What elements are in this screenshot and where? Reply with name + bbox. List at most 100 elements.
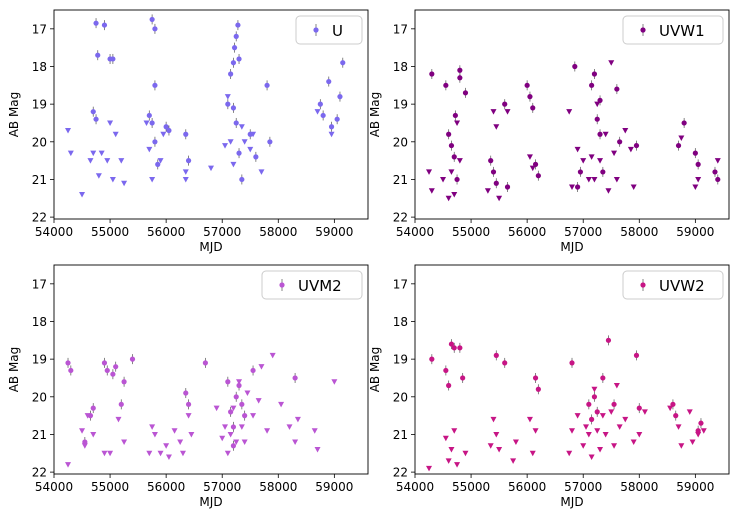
x-tick-label: 55000 [91, 480, 129, 494]
upper-limit-point [585, 176, 592, 183]
detection-point [597, 131, 603, 137]
detection-point [462, 90, 469, 96]
detection-point [65, 360, 71, 366]
upper-limit-point [149, 424, 156, 430]
upper-limit-point [451, 192, 458, 198]
upper-limit-point [605, 188, 612, 194]
detection-point [572, 63, 578, 70]
y-tick-label: 20 [32, 135, 47, 149]
upper-limit-point [591, 386, 598, 393]
y-tick-label: 19 [393, 353, 408, 367]
detection-point [594, 409, 600, 415]
detection-point [575, 184, 581, 190]
detection-point [110, 371, 116, 377]
axes-frame [53, 9, 369, 220]
upper-limit-point [163, 443, 170, 449]
detection-point [225, 379, 231, 385]
x-tick-label: 58000 [620, 225, 658, 239]
upper-limit-point [182, 176, 189, 183]
legend-marker [279, 282, 285, 288]
detection-point [236, 56, 242, 62]
upper-limit-point [160, 131, 167, 138]
y-tick-label: 21 [393, 173, 408, 187]
upper-limit-point [258, 169, 265, 175]
detection-point [163, 124, 169, 130]
upper-limit-point [115, 416, 122, 423]
y-tick-label: 19 [32, 353, 47, 367]
detection-point [429, 71, 435, 77]
legend-box [295, 15, 363, 45]
upper-limit-point [90, 431, 97, 438]
x-tick-label: 57000 [564, 225, 602, 239]
detection-point [185, 401, 192, 407]
y-tick-label: 17 [393, 22, 408, 36]
detection-point [104, 367, 110, 374]
upper-limit-point [588, 454, 595, 461]
x-axis-label: MJD [199, 495, 222, 509]
upper-limit-point [90, 150, 97, 157]
upper-limit-point [678, 135, 685, 142]
upper-limit-point [185, 413, 192, 419]
detection-point [129, 356, 136, 362]
x-tick-label: 54000 [35, 480, 73, 494]
detection-point [228, 409, 234, 415]
upper-limit-point [428, 188, 435, 194]
upper-limit-point [454, 462, 461, 468]
detection-point [448, 142, 455, 149]
y-tick-label: 18 [32, 315, 47, 329]
upper-limit-point [608, 409, 615, 415]
chart-panel-uvw1: 54000 55000 56000 57000 58000 59000 17 18 19 20 21… [368, 9, 730, 254]
detection-point [698, 420, 704, 426]
upper-limit-point [107, 120, 114, 126]
upper-limit-point [487, 443, 494, 449]
detection-point [443, 367, 449, 374]
detection-point [231, 45, 238, 51]
y-tick-label: 22 [32, 466, 47, 480]
upper-limit-point [79, 192, 86, 198]
chart-panel-u: 54000 55000 56000 57000 58000 59000 17 18 19 20 21… [7, 9, 369, 254]
x-tick-label: 58000 [259, 225, 297, 239]
upper-limit-point [101, 450, 108, 457]
upper-limit-point [594, 428, 601, 434]
detection-point [448, 341, 455, 347]
y-tick-label: 18 [32, 60, 47, 74]
upper-limit-point [311, 428, 318, 434]
detection-point [600, 169, 606, 175]
upper-limit-point [493, 124, 500, 130]
detection-point [535, 386, 541, 392]
upper-limit-point [227, 139, 234, 145]
upper-limit-point [622, 128, 629, 134]
upper-limit-point [504, 109, 511, 115]
upper-limit-point [599, 413, 606, 419]
upper-limit-point [510, 458, 517, 464]
upper-limit-point [269, 352, 276, 359]
y-tick-label: 22 [393, 466, 408, 480]
upper-limit-point [87, 158, 94, 164]
detection-point [225, 101, 231, 107]
detection-point [146, 112, 152, 119]
detection-point [611, 401, 617, 407]
axes-frame [414, 9, 730, 220]
y-tick-label: 18 [393, 60, 408, 74]
detection-point [239, 176, 245, 183]
detection-point [236, 382, 242, 389]
upper-limit-point [426, 465, 433, 472]
upper-limit-point [165, 454, 172, 461]
upper-limit-point [689, 439, 696, 445]
detection-point [452, 112, 458, 119]
plot-area [415, 265, 729, 474]
upper-limit-point [566, 450, 573, 457]
upper-limit-point [445, 195, 452, 202]
upper-limit-point [613, 176, 620, 183]
upper-limit-point [597, 158, 604, 164]
detection-point [586, 401, 592, 407]
detection-point [451, 154, 457, 160]
detection-point [235, 22, 241, 28]
legend-label: UVW1 [659, 22, 705, 40]
upper-limit-point [574, 146, 581, 153]
detection-point [681, 120, 687, 126]
upper-limit-point [451, 428, 458, 434]
upper-limit-point [448, 447, 455, 453]
upper-limit-point [611, 150, 618, 157]
detection-point [110, 56, 116, 62]
